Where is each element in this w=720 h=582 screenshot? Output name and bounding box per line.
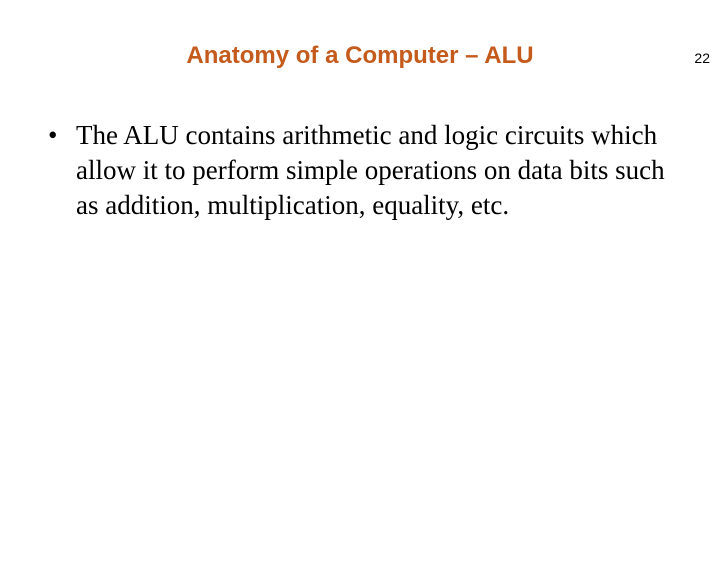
slide-title: Anatomy of a Computer – ALU — [0, 42, 720, 70]
page-number: 22 — [694, 50, 710, 66]
bullet-list: The ALU contains arithmetic and logic ci… — [40, 118, 680, 223]
bullet-item: The ALU contains arithmetic and logic ci… — [40, 118, 680, 223]
